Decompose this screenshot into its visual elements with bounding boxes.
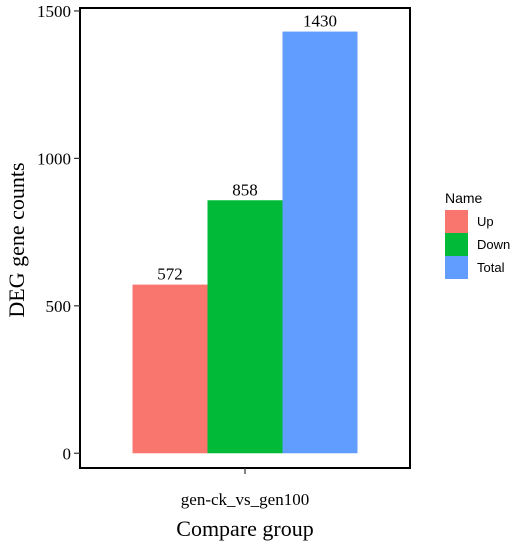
y-tick-label: 500 (46, 297, 72, 316)
y-tick-label: 1000 (37, 149, 71, 168)
legend-key-up (445, 210, 468, 233)
y-axis-title: DEG gene counts (4, 162, 29, 317)
legend-label-total: Total (477, 260, 505, 275)
x-axis: gen-ck_vs_gen100 (181, 468, 309, 509)
bars: 572 858 1430 (132, 12, 358, 454)
legend-title: Name (445, 190, 483, 206)
data-label-down: 858 (232, 180, 258, 199)
x-axis-title: Compare group (176, 516, 313, 541)
x-tick-label: gen-ck_vs_gen100 (181, 490, 309, 509)
y-tick-label: 1500 (37, 2, 71, 21)
legend: Name Up Down Total (445, 190, 510, 279)
data-label-up: 572 (157, 265, 183, 284)
data-label-total: 1430 (303, 12, 337, 31)
bar-down (207, 200, 283, 454)
legend-key-down (445, 233, 468, 256)
y-axis: 0 500 1000 1500 (37, 2, 80, 463)
legend-key-total (445, 256, 468, 279)
bar-up (132, 284, 208, 454)
bar-total (282, 31, 358, 454)
legend-label-up: Up (477, 214, 494, 229)
y-tick-label: 0 (63, 444, 72, 463)
legend-label-down: Down (477, 237, 510, 252)
